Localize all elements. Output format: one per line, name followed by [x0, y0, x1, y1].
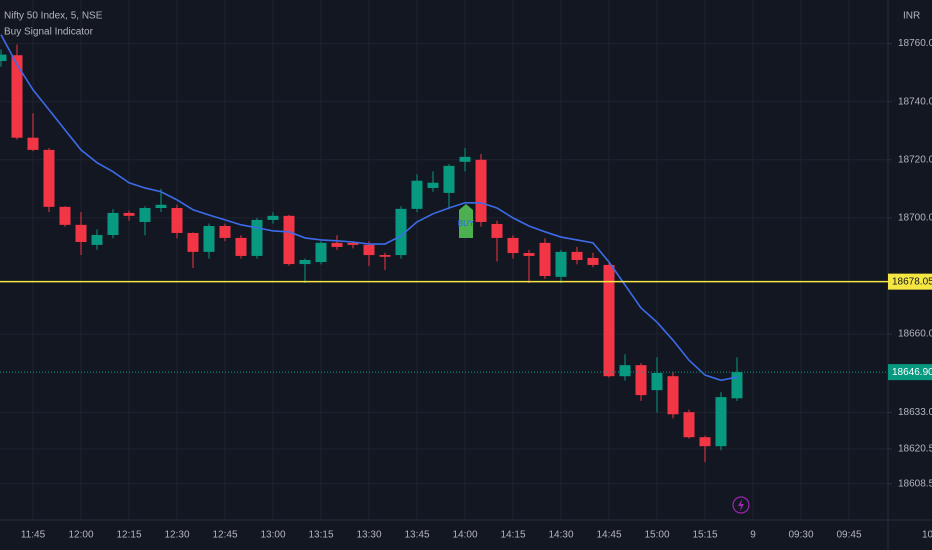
- candle-body: [459, 156, 471, 162]
- price-label: 18678.05: [892, 276, 932, 287]
- candle-body: [219, 226, 231, 238]
- candle-body: [699, 437, 711, 447]
- x-tick-label: 15:00: [644, 530, 669, 541]
- y-tick-label: 18608.50: [898, 478, 932, 489]
- y-tick-label: 18700.00: [898, 213, 932, 224]
- candle-body: [91, 235, 103, 245]
- buy-signal: BUY: [458, 204, 475, 238]
- candle-body: [203, 226, 215, 252]
- candle-body: [555, 251, 567, 277]
- x-tick-label: 09:45: [836, 530, 861, 541]
- x-tick-label: 10: [922, 530, 932, 541]
- last-price-box: [888, 364, 932, 381]
- marks: [0, 34, 743, 463]
- candle-body: [587, 257, 599, 265]
- indicator-name: Buy Signal Indicator: [4, 27, 94, 38]
- candle-body: [267, 215, 279, 220]
- candle-body: [539, 242, 551, 276]
- x-tick-label: 12:15: [116, 530, 141, 541]
- candle-body: [283, 215, 295, 265]
- y-tick-label: 18760.00: [898, 38, 932, 49]
- candle-body: [475, 159, 487, 222]
- candle-body: [731, 372, 743, 399]
- candle-body: [651, 373, 663, 391]
- candle-body: [59, 206, 71, 225]
- x-tick-label: 12:00: [68, 530, 93, 541]
- y-tick-label: 18740.00: [898, 96, 932, 107]
- candle-body: [123, 212, 135, 216]
- candle-body: [43, 149, 55, 207]
- x-tick-label: 09:30: [788, 530, 813, 541]
- x-tick-label: 13:00: [260, 530, 285, 541]
- x-tick-label: 12:45: [212, 530, 237, 541]
- currency: INR: [903, 11, 920, 22]
- candle-body: [331, 242, 343, 247]
- y-tick-label: 18633.00: [898, 407, 932, 418]
- x-tick-label: 15:15: [692, 530, 717, 541]
- x-tick-label: 9: [750, 530, 756, 541]
- last-price-label: 18646.90: [892, 367, 932, 378]
- candle-body: [379, 255, 391, 257]
- x-tick-label: 14:00: [452, 530, 477, 541]
- candle-body: [155, 204, 167, 208]
- candle-body: [491, 223, 503, 238]
- candle-body: [523, 253, 535, 256]
- candle-body: [75, 224, 87, 242]
- candle-body: [0, 54, 7, 62]
- x-tick-label: 13:45: [404, 530, 429, 541]
- x-tick-label: 14:30: [548, 530, 573, 541]
- candle-body: [507, 237, 519, 254]
- candle-body: [715, 397, 727, 447]
- candle-body: [27, 137, 39, 150]
- candle-body: [619, 365, 631, 377]
- alert-bolt: [738, 499, 744, 511]
- x-tick-label: 14:45: [596, 530, 621, 541]
- x-tick-label: 14:15: [500, 530, 525, 541]
- candle-body: [427, 182, 439, 188]
- signal-box: [459, 204, 473, 238]
- alert-icon: [732, 496, 750, 514]
- candle-body: [443, 165, 455, 193]
- y-tick-label: 18720.00: [898, 154, 932, 165]
- candle-body: [571, 251, 583, 260]
- candle-body: [683, 412, 695, 438]
- price-label-box: [888, 273, 932, 290]
- candle-body: [347, 242, 359, 245]
- candle-body: [251, 219, 263, 256]
- candle-body: [315, 242, 327, 263]
- x-tick-label: 13:15: [308, 530, 333, 541]
- candle-body: [171, 208, 183, 233]
- candle-body: [139, 208, 151, 222]
- x-tick-label: 12:30: [164, 530, 189, 541]
- candle-body: [603, 264, 615, 377]
- candle-body: [363, 244, 375, 256]
- moving-average: [0, 34, 738, 382]
- candle-body: [11, 55, 23, 138]
- x-tick-label: 11:45: [21, 530, 46, 541]
- candle-body: [235, 237, 247, 256]
- candle-body: [411, 180, 423, 209]
- grid: [0, 0, 888, 520]
- candle-body: [635, 365, 647, 396]
- y-tick-label: 18620.50: [898, 443, 932, 454]
- candle-body: [187, 232, 199, 252]
- alert-circle: [732, 496, 750, 514]
- signal-label: BUY: [458, 219, 475, 228]
- candle-body: [667, 376, 679, 415]
- x-tick-label: 13:30: [356, 530, 381, 541]
- candle-body: [395, 208, 407, 256]
- y-tick-label: 18660.00: [898, 329, 932, 340]
- candle-body: [107, 212, 119, 236]
- chart-title: Nifty 50 Index, 5, NSE: [4, 11, 103, 22]
- candle-body: [299, 260, 311, 265]
